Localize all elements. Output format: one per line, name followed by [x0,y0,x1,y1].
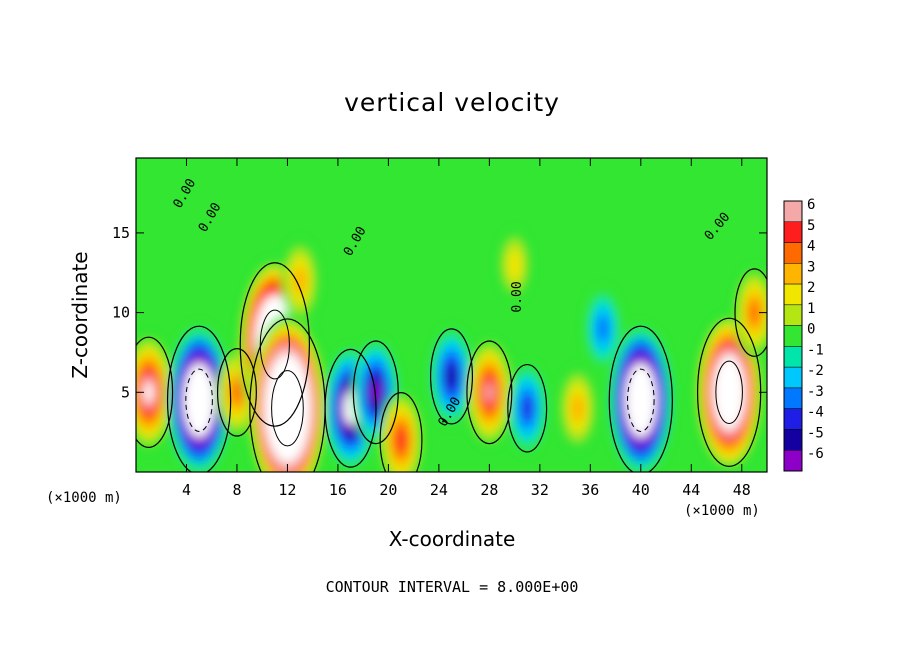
field-cell-13-level-8 [635,387,647,413]
colorbar-tick-label-6: 0 [807,322,815,338]
colorbar-segment-11 [783,429,803,451]
chart-title: vertical velocity [344,88,560,117]
x-tick-label-1: 8 [232,481,241,499]
colorbar-segment-8 [783,366,803,389]
colorbar-tick-label-4: 2 [807,280,815,296]
inner-contour-13 [627,368,655,432]
zero-contour-10 [466,340,513,445]
zero-contour-6 [324,348,377,468]
inner-contour-15 [715,360,743,425]
x-tick-label-5: 24 [430,481,448,499]
x-tick-label-10: 44 [682,481,700,499]
colorbar-segment-9 [783,387,803,409]
colorbar-tick-label-8: -2 [807,363,824,379]
colorbar-tick-label-10: -4 [807,405,824,421]
plot-frame [135,157,768,473]
colorbar-segment-4 [783,283,803,306]
colorbar-segment-10 [783,408,803,430]
x-tick-label-2: 12 [278,481,296,499]
field-cell-2-level-4 [231,379,243,405]
y-unit-label: (×1000 m) [46,490,122,506]
colorbar-segment-0 [783,200,803,223]
colorbar-segment-7 [783,346,803,368]
field-cell-5-level-3 [293,266,307,295]
x-tick-label-8: 36 [581,481,599,499]
inner-contour-3 [259,309,290,380]
zero-contour-3 [239,262,311,427]
x-tick-label-11: 48 [733,481,751,499]
zero-contour-7 [352,340,399,445]
colorbar-tick-label-2: 4 [807,239,815,255]
y-tick-label-2: 15 [112,224,130,242]
colorbar-tick-label-0: 6 [807,197,815,213]
y-axis-label: Z-coordinate [68,251,92,379]
field-cell-10-level-6 [484,381,495,404]
y-tick-label-0: 5 [121,383,130,401]
field-cell-0-level-7 [144,382,154,403]
colorbar-tick-label-1: 5 [807,218,815,234]
field-cell-7-level-6 [371,381,381,404]
x-tick-label-9: 40 [632,481,650,499]
zero-contour-8 [379,392,423,472]
field-cell-16-level-4 [748,300,760,326]
contour-label-4: 0.00 [510,281,525,312]
x-tick-label-4: 20 [379,481,397,499]
field-cell-12-level-3 [571,394,584,423]
colorbar-segment-2 [783,242,803,264]
colorbar-tick-label-7: -1 [807,342,824,358]
field-cell-6-level-8 [346,398,355,419]
x-tick-label-6: 28 [480,481,498,499]
zero-contour-0 [136,336,174,448]
zero-contour-1 [166,325,232,472]
colorbar-segment-5 [783,304,803,326]
x-tick-label-0: 4 [182,481,191,499]
colorbar-tick-label-9: -3 [807,384,824,400]
x-axis-label: X-coordinate [388,527,516,551]
colorbar-segment-3 [783,263,803,285]
plot-area [136,158,767,472]
x-unit-label: (×1000 m) [684,503,760,519]
colorbar-frame [783,200,803,472]
y-tick-label-1: 10 [112,304,130,322]
zero-contour-16 [734,268,767,357]
field-cell-1-level-8 [193,387,205,413]
zero-contour-13 [608,325,673,472]
field-cell-14-level-3 [596,314,610,343]
inner-contour-4 [271,370,304,447]
field-cell-15-level-8 [723,379,735,405]
x-tick-label-7: 32 [531,481,549,499]
zero-contour-11 [507,363,548,453]
field-cell-9-level-5 [446,364,457,388]
zero-contour-9 [430,328,474,425]
field-cell-17-level-2 [507,249,522,281]
field-cell-11-level-4 [521,395,533,421]
field-cell-4-level-8 [281,393,294,424]
colorbar-tick-label-5: 1 [807,301,815,317]
zero-contour-2 [216,348,257,437]
colorbar-tick-label-12: -6 [807,446,824,462]
colorbar-segment-6 [783,325,803,347]
colorbar-segment-1 [783,221,803,243]
colorbar-segment-12 [783,449,803,472]
field-cell-8-level-5 [395,428,407,452]
x-tick-label-3: 16 [329,481,347,499]
colorbar-tick-label-3: 3 [807,259,815,275]
colorbar-tick-label-11: -5 [807,425,824,441]
contour-interval-text: CONTOUR INTERVAL = 8.000E+00 [325,578,579,596]
inner-contour-1 [185,368,213,432]
